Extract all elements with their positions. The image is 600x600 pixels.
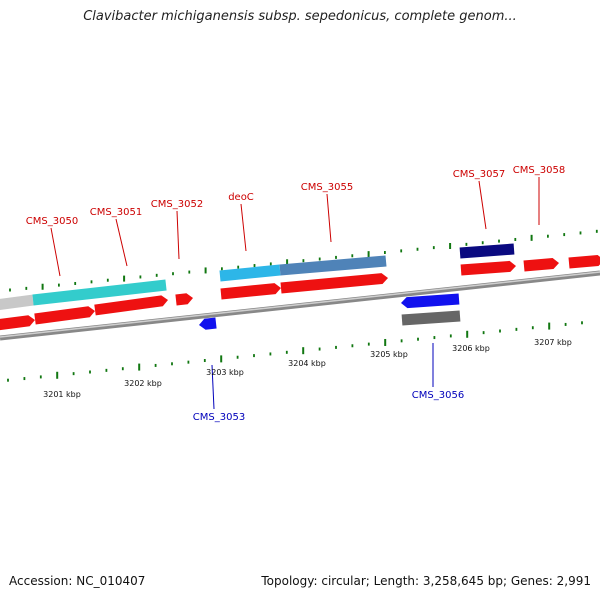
label-leader-line <box>176 210 180 260</box>
label-leader-line <box>478 180 487 230</box>
gene-label: CMS_3052 <box>151 199 203 210</box>
forward-cds-arrow <box>280 273 388 294</box>
forward-cds-arrow <box>220 283 281 300</box>
gene-track <box>0 243 515 326</box>
gene-label: CMS_3053 <box>193 412 245 423</box>
label-leader-line <box>211 364 215 410</box>
scale-label: 3204 kbp <box>288 359 326 368</box>
forward-cds-arrow <box>0 315 35 331</box>
genome-summary-text: Topology: circular; Length: 3,258,645 bp… <box>261 574 591 588</box>
label-leader-line <box>115 218 128 267</box>
scale-label: 3205 kbp <box>370 350 408 359</box>
gene-label: CMS_3050 <box>26 216 78 227</box>
backbone-highlight <box>0 271 600 338</box>
forward-cds-arrow <box>523 258 559 272</box>
gene-bar <box>219 264 281 282</box>
gene-label: CMS_3058 <box>513 165 565 176</box>
forward-cds-arrow <box>34 306 95 325</box>
reverse-cds-arrow <box>199 317 217 330</box>
gene-label: CMS_3057 <box>453 169 505 180</box>
forward-cds-arrow <box>568 255 600 269</box>
cds-track <box>0 255 600 331</box>
label-leader-line <box>326 193 332 243</box>
gene-label: CMS_3056 <box>412 390 464 401</box>
gene-bar <box>459 243 515 259</box>
gene-bar <box>32 279 167 306</box>
scale-label: 3206 kbp <box>452 344 490 353</box>
gene-labels: CMS_3050 CMS_3051 CMS_3052 deoC CMS_3055 CMS_… <box>26 165 565 423</box>
gene-bar <box>0 294 34 311</box>
backbone <box>0 270 600 341</box>
forward-cds-arrow <box>94 295 168 316</box>
forward-cds-arrow <box>460 260 516 276</box>
gene-bar <box>401 310 461 326</box>
label-leaders <box>50 177 540 410</box>
scale-label: 3202 kbp <box>124 379 162 388</box>
gene-label: CMS_3055 <box>301 182 353 193</box>
label-leader-line <box>240 203 247 252</box>
backbone-line <box>0 270 600 341</box>
scale-label: 3203 kbp <box>206 368 244 377</box>
gene-label: CMS_3051 <box>90 207 142 218</box>
outer-tick-track <box>9 229 598 292</box>
map-title: Clavibacter michiganensis subsp. sepedon… <box>83 9 517 24</box>
scale-label: 3201 kbp <box>43 390 81 399</box>
scale-label: 3207 kbp <box>534 338 572 347</box>
forward-cds-arrow <box>175 293 193 306</box>
gene-label: deoC <box>228 192 254 203</box>
gene-bar <box>279 255 387 276</box>
reverse-cds-arrow <box>401 293 460 309</box>
scale-labels: 3201 kbp 3202 kbp 3203 kbp 3204 kbp 3205 kbp… <box>43 338 572 399</box>
inner-tick-track <box>7 321 583 382</box>
accession-text: Accession: NC_010407 <box>9 574 146 588</box>
label-leader-line <box>50 227 61 277</box>
